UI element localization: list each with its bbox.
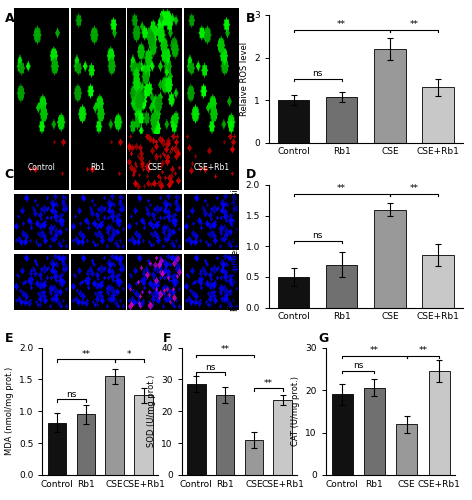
Bar xyxy=(105,376,124,475)
Text: *: * xyxy=(127,350,131,358)
Text: Rb1: Rb1 xyxy=(91,164,105,172)
Text: **: ** xyxy=(337,20,346,29)
Text: C: C xyxy=(5,168,14,180)
Y-axis label: Relaive ROS level: Relaive ROS level xyxy=(240,42,249,116)
Text: **: ** xyxy=(264,378,273,388)
Text: **: ** xyxy=(418,346,428,355)
Text: **: ** xyxy=(410,20,419,29)
Text: B: B xyxy=(245,12,255,26)
Text: ns: ns xyxy=(353,361,363,370)
Y-axis label: Relative fluorescence intensity: Relative fluorescence intensity xyxy=(231,181,240,311)
Bar xyxy=(326,96,357,142)
Text: ns: ns xyxy=(66,390,76,399)
Text: **: ** xyxy=(410,184,419,193)
Y-axis label: SOD (U/mg prot.): SOD (U/mg prot.) xyxy=(147,375,156,448)
Text: F: F xyxy=(163,332,171,345)
Bar xyxy=(364,388,385,475)
Text: Rb1: Rb1 xyxy=(71,0,86,6)
Bar xyxy=(187,384,206,475)
Bar xyxy=(48,422,67,475)
Text: 4-HNE: 4-HNE xyxy=(2,152,8,172)
Text: CSE+Rb1: CSE+Rb1 xyxy=(193,164,229,172)
Bar xyxy=(429,371,449,475)
Bar xyxy=(244,440,263,475)
Text: DAPI: DAPI xyxy=(2,214,8,230)
Text: **: ** xyxy=(220,345,230,354)
Y-axis label: CAT (U/mg prot.): CAT (U/mg prot.) xyxy=(291,376,300,446)
Bar xyxy=(273,400,292,475)
Text: CSE+Rb1: CSE+Rb1 xyxy=(184,0,220,6)
Bar xyxy=(278,100,309,142)
Text: **: ** xyxy=(337,184,346,193)
Text: ns: ns xyxy=(312,232,323,240)
Text: E: E xyxy=(5,332,13,345)
Bar xyxy=(422,87,454,142)
Text: **: ** xyxy=(81,350,91,358)
Bar xyxy=(76,414,95,475)
Text: **: ** xyxy=(370,346,379,355)
Bar xyxy=(326,264,357,308)
Text: A: A xyxy=(5,12,14,26)
Text: Control: Control xyxy=(14,0,42,6)
Bar xyxy=(374,210,405,308)
Bar xyxy=(216,396,235,475)
Text: Control: Control xyxy=(27,164,55,172)
Bar xyxy=(396,424,417,475)
Bar xyxy=(422,256,454,308)
Bar xyxy=(331,394,353,475)
Text: MERGE: MERGE xyxy=(2,270,8,293)
Text: CSE: CSE xyxy=(147,164,162,172)
Y-axis label: MDA (nmol/mg prot.): MDA (nmol/mg prot.) xyxy=(5,367,14,456)
Text: ns: ns xyxy=(205,362,216,372)
Bar xyxy=(278,277,309,308)
Bar xyxy=(134,396,153,475)
Text: CSE: CSE xyxy=(127,0,142,6)
Text: D: D xyxy=(245,168,256,180)
Bar xyxy=(374,49,405,142)
Text: ns: ns xyxy=(312,69,323,78)
Text: G: G xyxy=(319,332,329,345)
